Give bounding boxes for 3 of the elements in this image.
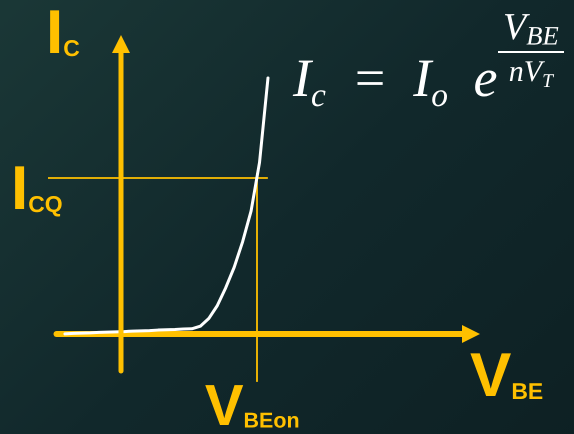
text: nV$_{T}$ [508,54,553,92]
text: V$_{BE}$ [498,6,564,53]
annotation: I$_{c}$ = I$_{o}$ e [293,48,498,114]
